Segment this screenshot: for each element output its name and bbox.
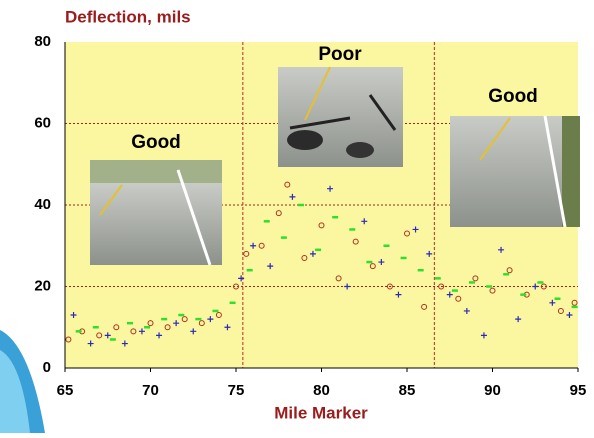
point — [426, 250, 433, 257]
point — [275, 210, 282, 217]
point — [378, 259, 385, 266]
x-tick-label: 90 — [484, 382, 501, 399]
point — [489, 287, 496, 294]
point — [156, 332, 163, 339]
point — [463, 307, 470, 314]
annotation: Good — [131, 132, 181, 153]
point — [446, 291, 453, 298]
point — [327, 185, 334, 192]
y-tick-label: 80 — [34, 33, 51, 50]
x-tick-label: 70 — [142, 382, 159, 399]
point — [361, 218, 368, 225]
point — [238, 275, 245, 282]
point — [506, 267, 513, 274]
point — [557, 307, 564, 314]
point — [147, 320, 154, 327]
annotation: Good — [488, 86, 538, 107]
decoration — [0, 350, 30, 433]
point — [301, 254, 308, 261]
point — [198, 320, 205, 327]
y-tick-label: 0 — [43, 359, 51, 376]
point — [395, 291, 402, 298]
point — [549, 299, 556, 306]
photo-good-right — [450, 115, 580, 228]
point — [404, 230, 410, 237]
point — [173, 320, 180, 327]
point — [480, 332, 487, 339]
point — [532, 283, 539, 290]
point — [498, 246, 505, 253]
point — [386, 283, 393, 290]
point — [438, 283, 445, 290]
point — [571, 299, 578, 306]
point — [164, 324, 171, 331]
photos — [90, 66, 580, 266]
point — [130, 328, 137, 335]
point — [190, 328, 197, 335]
x-tick-label: 95 — [570, 382, 587, 399]
x-tick-label: 85 — [399, 382, 416, 399]
x-tick-label: 75 — [228, 382, 245, 399]
y-tick-label: 60 — [34, 114, 51, 131]
point — [250, 242, 257, 249]
point — [344, 283, 351, 290]
photo-good-left — [90, 160, 222, 266]
point — [207, 316, 214, 323]
point — [258, 242, 265, 249]
x-axis-label: Mile Marker — [274, 403, 368, 422]
point — [515, 316, 522, 323]
point — [369, 263, 376, 270]
point — [113, 324, 120, 331]
point — [412, 226, 419, 233]
point — [233, 283, 239, 290]
point — [318, 222, 325, 229]
point — [104, 332, 111, 339]
point — [224, 324, 231, 331]
point — [70, 312, 77, 319]
point — [96, 332, 103, 339]
x-tick-label: 65 — [57, 382, 74, 399]
point — [181, 316, 188, 323]
point — [540, 283, 547, 290]
point — [421, 303, 428, 310]
y-tick-label: 40 — [34, 196, 51, 213]
chart-title: Deflection, mils — [65, 7, 191, 26]
point — [87, 340, 94, 347]
point — [455, 295, 462, 302]
point — [121, 340, 128, 347]
point — [289, 193, 296, 200]
point — [138, 328, 145, 335]
annotation: Poor — [318, 44, 362, 65]
point — [284, 181, 291, 188]
point — [335, 275, 342, 282]
y-tick-label: 20 — [34, 277, 51, 294]
point — [566, 312, 573, 319]
point — [215, 312, 222, 319]
x-tick-label: 80 — [313, 382, 330, 399]
point — [309, 250, 316, 257]
point — [65, 336, 72, 343]
point — [267, 263, 274, 270]
point — [243, 250, 250, 257]
point — [472, 275, 479, 282]
photo-poor — [278, 66, 403, 167]
point — [352, 238, 359, 245]
